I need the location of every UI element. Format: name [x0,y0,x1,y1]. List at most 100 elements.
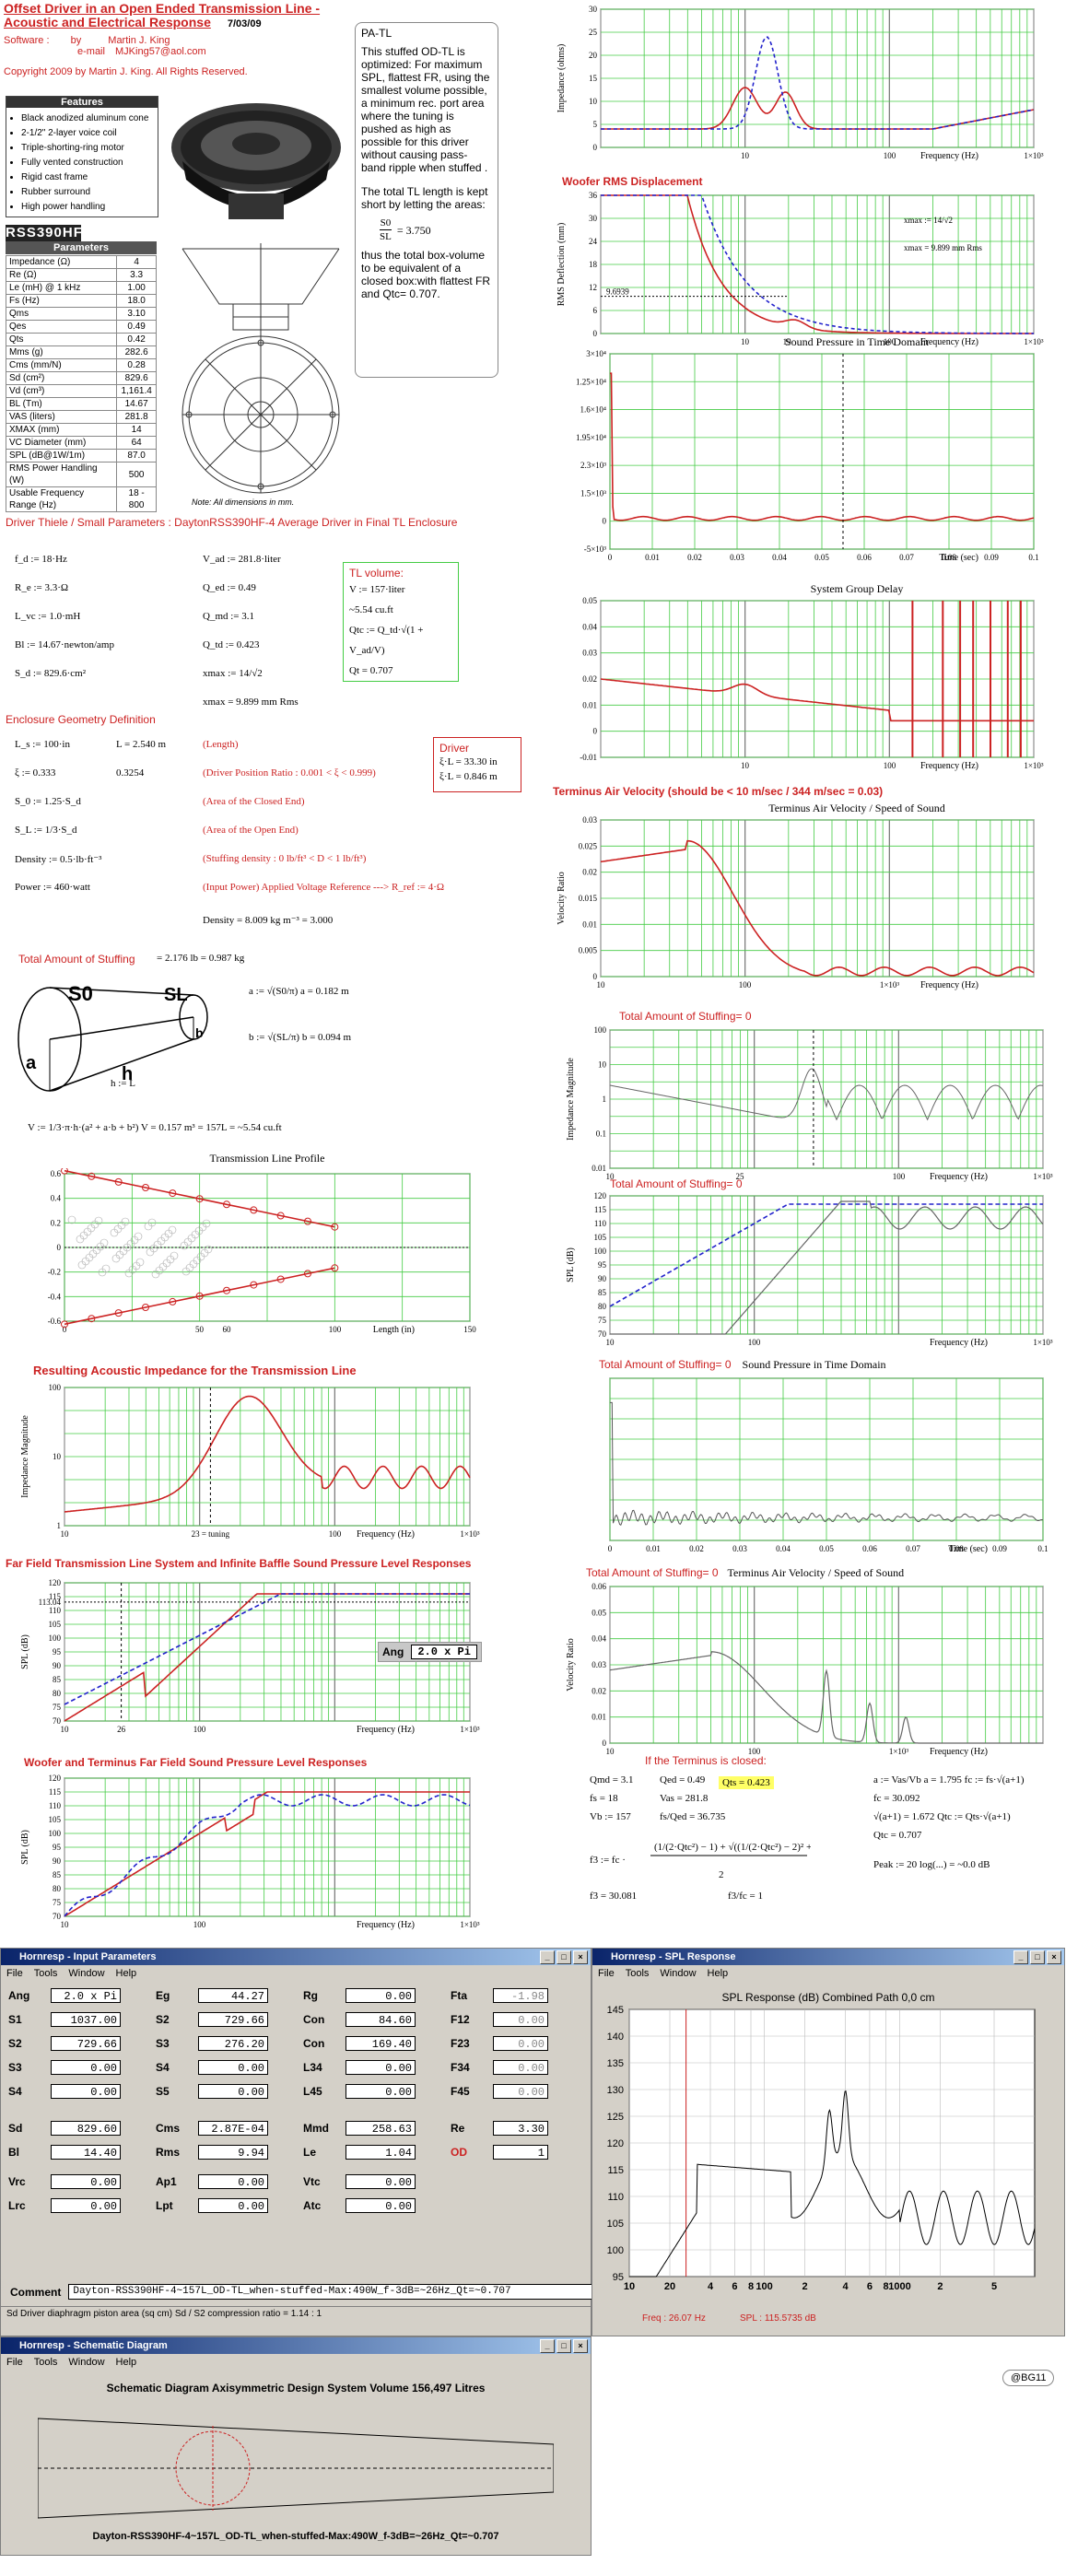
param-field-lpt[interactable]: 0.00 [198,2198,268,2213]
y-tick-label: 0.02 [592,1686,606,1695]
param-name: Qts [5,333,118,346]
menu-item-tools[interactable]: Tools [625,1968,650,1979]
x-tick-label: 100 [756,2281,772,2292]
menu-item-tools[interactable]: Tools [33,2357,58,2368]
param-field-s4[interactable]: 0.00 [51,2084,121,2099]
param-field-f12[interactable]: 0.00 [493,2012,548,2027]
param-field-vrc[interactable]: 0.00 [51,2174,121,2189]
param-row: BL (Tm) 14.67 [5,397,157,411]
param-field-s1[interactable]: 1037.00 [51,2012,121,2027]
param-field-lrc[interactable]: 0.00 [51,2198,121,2213]
param-field-f45[interactable]: 0.00 [493,2084,548,2099]
param-field-mmd[interactable]: 258.63 [346,2121,416,2136]
spl-minimize-button[interactable]: _ [1013,1950,1028,1964]
param-field-re[interactable]: 3.30 [493,2121,548,2136]
param-field-ang[interactable]: 2.0 x Pi [51,1988,121,2003]
close-button[interactable]: × [573,1950,588,1964]
param-field-con[interactable]: 84.60 [346,2012,416,2027]
param-field-s2[interactable]: 729.66 [198,2012,268,2027]
param-field-fta[interactable]: -1.98 [493,1988,548,2003]
spl-maximize-button[interactable]: □ [1030,1950,1045,1964]
menu-item-help[interactable]: Help [707,1968,729,1979]
terminus-spl-curve [64,1794,471,1917]
f3-left: f3 = 30.081 [590,1891,638,1902]
param-field-ap1[interactable]: 0.00 [198,2174,268,2189]
param-field-l34[interactable]: 0.00 [346,2060,416,2075]
param-value: 0.49 [116,320,157,334]
param-field-s4[interactable]: 0.00 [198,2060,268,2075]
y-tick-label: 0.01 [582,700,597,709]
hornresp-schematic-window[interactable]: Hornresp - Schematic Diagram _ □ × File Too… [0,2336,592,2556]
x-tick-label: 100 [893,1172,906,1181]
x-tick-label: 0 [63,1325,67,1334]
param-field-sd[interactable]: 829.60 [51,2121,121,2136]
y-tick-label: 0.025 [579,841,598,850]
x-tick-label: 1×10³ [1024,151,1044,160]
schematic-titlebar[interactable]: Hornresp - Schematic Diagram _ □ × [1,2337,591,2354]
menu-item-window[interactable]: Window [660,1968,697,1979]
level-annotation: 113.04 [39,1598,62,1607]
param-field-od[interactable]: 1 [493,2145,548,2160]
x-tick-label: 10 [597,980,606,989]
menu-item-tools[interactable]: Tools [33,1968,58,1979]
param-row: Fs (Hz) 18.0 [5,294,157,308]
param-field-le[interactable]: 1.04 [346,2145,416,2160]
y-tick-label: 0.1 [596,1130,606,1139]
x-tick-label: 0.05 [819,1544,834,1553]
spl-titlebar[interactable]: Hornresp - SPL Response _ □ × [592,1949,1064,1965]
farfield-chart: 70 75 80 85 90 95 100 105 110 115 120 10 26 100 1×10³ F… [20,1578,480,1735]
maximize-button[interactable]: □ [556,1950,571,1964]
menu-item-help[interactable]: Help [115,2357,137,2368]
menu-item-file[interactable]: File [598,1968,615,1979]
sch-minimize-button[interactable]: _ [540,2339,555,2353]
title-line-1: Offset Driver in an Open Ended Transmiss… [4,1,321,16]
param-field-bl[interactable]: 14.40 [51,2145,121,2160]
profile-point [88,1172,96,1180]
param-field-s3[interactable]: 276.20 [198,2036,268,2051]
param-field-rg[interactable]: 0.00 [346,1988,416,2003]
x-tick-label: 0.1 [1028,553,1038,562]
minimize-button[interactable]: _ [540,1950,555,1964]
param-field-l45[interactable]: 0.00 [346,2084,416,2099]
geometry-row: ξ := 0.333 0.3254 (Driver Position Ratio :… [15,767,448,796]
pa-tl-ratio: = 3.750 [396,223,431,237]
y-tick-label: 100 [607,2245,624,2256]
comment-field[interactable]: Dayton-RSS390HF-4~157L_OD-TL_when-stuffe… [68,2284,594,2300]
param-field-rms[interactable]: 9.94 [198,2145,268,2160]
param-field-atc[interactable]: 0.00 [346,2198,416,2213]
b-label: b [195,1025,204,1040]
y-tick-label: 0.02 [582,868,597,877]
spl-close-button[interactable]: × [1047,1950,1061,1964]
menu-item-help[interactable]: Help [115,1968,137,1979]
param-field-eg[interactable]: 44.27 [198,1988,268,2003]
sch-maximize-button[interactable]: □ [556,2339,571,2353]
spl0-ib-curve [609,1203,1043,1307]
closed-calc-line: Qed = 0.49 [660,1774,706,1786]
hornresp-input-window[interactable]: Hornresp - Input Parameters _ □ × File Tool… [0,1948,594,2336]
param-row: Usable Frequency Range (Hz) 18 - 800 [5,486,157,512]
hornresp-spl-window[interactable]: Hornresp - SPL Response _ □ × File Tools Win… [592,1948,1065,2336]
input-titlebar[interactable]: Hornresp - Input Parameters _ □ × [1,1949,591,1965]
menu-item-file[interactable]: File [6,1968,23,1979]
param-field-s2[interactable]: 729.66 [51,2036,121,2051]
param-name: BL (Tm) [5,397,118,411]
param-field-s3[interactable]: 0.00 [51,2060,121,2075]
param-field-f23[interactable]: 0.00 [493,2036,548,2051]
imp0-curve [609,1068,1044,1121]
email-link[interactable]: MJKing57@aol.com [115,46,206,57]
menu-item-window[interactable]: Window [68,2357,105,2368]
x-tick-label: 10 [741,151,750,160]
param-field-vtc[interactable]: 0.00 [346,2174,416,2189]
x-tick-label: 100 [193,1920,206,1929]
y-tick-label: 0.005 [579,946,598,955]
y-tick-label: 100 [49,1829,62,1838]
sch-close-button[interactable]: × [573,2339,588,2353]
menu-item-file[interactable]: File [6,2357,23,2368]
menu-item-window[interactable]: Window [68,1968,105,1979]
param-field-con[interactable]: 169.40 [346,2036,416,2051]
param-field-s5[interactable]: 0.00 [198,2084,268,2099]
param-field-f34[interactable]: 0.00 [493,2060,548,2075]
param-field-cms[interactable]: 2.87E-04 [198,2121,268,2136]
param-value: 87.0 [116,449,157,463]
